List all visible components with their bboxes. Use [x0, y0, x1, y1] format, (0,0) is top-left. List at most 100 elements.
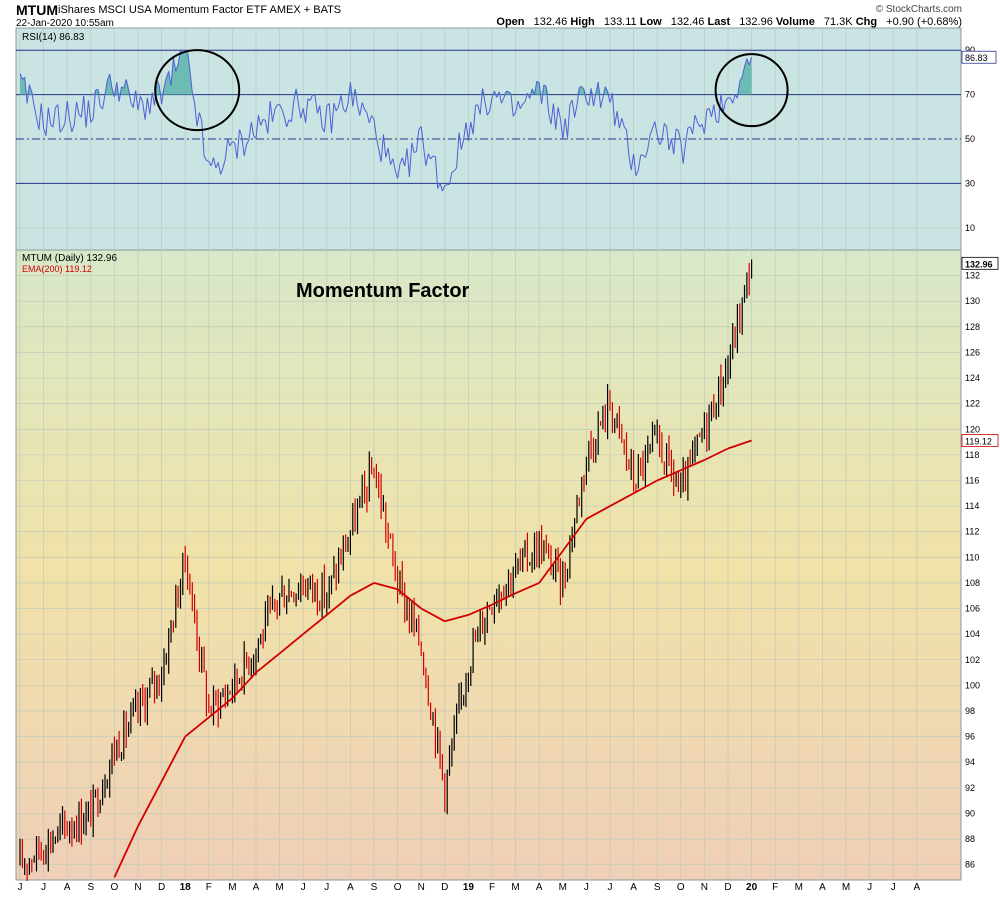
rsi-line-segment — [529, 88, 533, 99]
rsi-line-segment — [255, 115, 259, 139]
ema-line-segment — [231, 671, 257, 699]
rsi-line-segment — [168, 71, 172, 86]
ema-line-segment — [444, 614, 469, 623]
x-tick-label: M — [228, 882, 236, 893]
ema-line-segment — [727, 439, 752, 450]
chart-datetime: 22-Jan-2020 10:55am — [16, 18, 114, 29]
rsi-line-segment — [52, 107, 56, 128]
ema-line-segment — [562, 518, 588, 552]
price-tick-label: 130 — [965, 296, 980, 306]
x-tick-label: J — [324, 882, 329, 893]
rsi-line-segment — [382, 134, 387, 158]
rsi-line-segment — [352, 89, 356, 107]
rsi-line-segment — [659, 140, 663, 145]
low-label: Low — [639, 16, 662, 28]
rsi-line-segment — [593, 93, 597, 107]
rsi-line-segment — [359, 102, 363, 116]
rsi-line-segment — [222, 159, 226, 168]
rsi-line-segment — [654, 121, 658, 135]
ema-line-segment — [326, 595, 351, 616]
rsi-line-segment — [557, 107, 561, 119]
rsi-line-segment — [220, 167, 224, 175]
ema-line-segment — [468, 603, 493, 616]
x-tick-label: A — [253, 882, 260, 893]
x-tick-label: M — [795, 882, 803, 893]
rsi-line-segment — [149, 92, 153, 115]
rsi-line-segment — [670, 138, 675, 155]
rsi-line-segment — [272, 109, 276, 122]
ema-line-segment — [208, 697, 233, 719]
rsi-line-segment — [694, 115, 698, 123]
rsi-line-segment — [349, 82, 354, 107]
rsi-line-segment — [69, 119, 73, 133]
rsi-line-segment — [66, 100, 71, 121]
rsi-line-segment — [465, 122, 469, 141]
rsi-line-segment — [607, 91, 611, 103]
rsi-line-segment — [661, 123, 665, 141]
rsi-line-segment — [597, 81, 602, 108]
rsi-line-segment — [449, 172, 453, 185]
rsi-line-segment — [364, 109, 368, 114]
rsi-line-segment — [677, 130, 682, 142]
x-tick-label: F — [489, 882, 495, 893]
rsi-line-segment — [189, 69, 193, 93]
rsi-line-segment — [701, 124, 705, 134]
chg-label: Chg — [855, 16, 878, 28]
x-tick-label: J — [891, 882, 896, 893]
rsi-line-segment — [347, 82, 351, 104]
rsi-line-segment — [626, 129, 630, 156]
rsi-line-segment — [262, 118, 266, 121]
x-tick-label: M — [559, 882, 567, 893]
rsi-line-segment — [380, 134, 384, 162]
rsi-line-segment — [394, 170, 399, 179]
ema-line-segment — [184, 716, 210, 738]
rsi-line-segment — [423, 147, 427, 166]
price-tick-label: 112 — [965, 527, 979, 537]
rsi-line-segment — [194, 103, 198, 127]
rsi-line-segment — [559, 118, 564, 140]
x-tick-label: J — [301, 882, 306, 893]
rsi-line-segment — [286, 119, 290, 127]
rsi-line-segment — [345, 103, 349, 113]
rsi-line-segment — [526, 92, 531, 99]
rsi-line-segment — [477, 104, 481, 115]
rsi-line-segment — [375, 137, 380, 150]
rsi-line-segment — [637, 154, 642, 171]
rsi-line-segment — [45, 107, 49, 136]
rsi-line-segment — [744, 58, 748, 67]
rsi-line-segment — [239, 129, 243, 137]
volume-label: Volume — [775, 16, 815, 28]
rsi-line-segment — [62, 123, 66, 130]
chart-title: Momentum Factor — [296, 280, 470, 302]
x-tick-label: D — [441, 882, 448, 893]
rsi-line-segment — [722, 100, 727, 112]
rsi-line-segment — [595, 81, 599, 94]
rsi-line-segment — [486, 111, 491, 116]
rsi-line-segment — [206, 159, 210, 162]
rsi-line-segment — [118, 86, 122, 102]
open-value: 132.46 — [533, 16, 568, 28]
rsi-line-segment — [104, 80, 108, 95]
rsi-line-segment — [621, 118, 625, 127]
rsi-line-segment — [732, 94, 736, 104]
rsi-line-segment — [666, 126, 670, 151]
ema-line-segment — [137, 780, 163, 827]
price-tick-label: 126 — [965, 347, 980, 357]
rsi-line-segment — [19, 73, 23, 80]
rsi-line-segment — [331, 103, 335, 134]
last-label: Last — [707, 16, 731, 28]
rsi-line-segment — [90, 118, 94, 123]
rsi-line-segment — [309, 94, 314, 101]
rsi-line-segment — [210, 157, 214, 166]
rsi-line-segment — [161, 87, 165, 105]
price-tick-label: 98 — [965, 706, 975, 716]
x-tick-label: D — [158, 882, 165, 893]
price-tick-label: 102 — [965, 655, 980, 665]
rsi-line-segment — [611, 93, 616, 126]
rsi-line-segment — [633, 153, 637, 177]
price-tick-label: 96 — [965, 732, 975, 742]
ema-line-segment — [302, 614, 328, 635]
rsi-line-segment — [708, 108, 712, 117]
price-last-tag-box — [961, 256, 999, 270]
price-tick-label: 132 — [965, 271, 980, 281]
